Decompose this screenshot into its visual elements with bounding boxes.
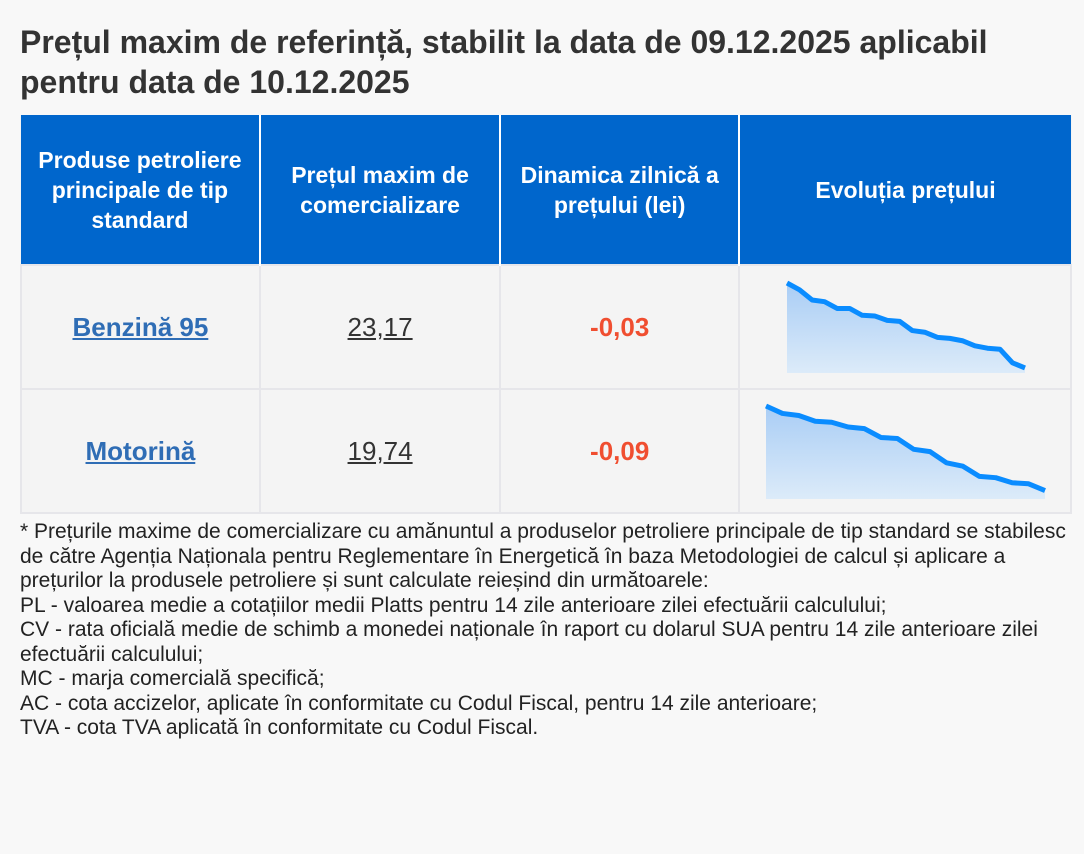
footnote-pl: PL - valoarea medie a cotațiilor medii P… <box>20 593 887 617</box>
sparkline-chart <box>764 403 1046 499</box>
sparkline-line <box>785 280 1026 371</box>
table-row: Motorină 19,74 -0,09 <box>20 388 1072 514</box>
footnote-cv: CV - rata oficială medie de schimb a mon… <box>20 618 1038 666</box>
sparkline-line <box>764 403 1046 493</box>
table-row: Benzină 95 23,17 -0,03 <box>20 264 1072 390</box>
footnote-mc: MC - marja comercială specifică; <box>20 667 325 690</box>
table-header-row: Produse petroliere principale de tip sta… <box>21 115 1071 265</box>
footnote-tva: TVA - cota TVA aplicată în conformitate … <box>20 716 539 739</box>
price-value[interactable]: 23,17 <box>347 311 413 342</box>
price-value[interactable]: 19,74 <box>347 435 413 466</box>
header-dynamics: Dinamica zilnică a prețului (lei) <box>500 115 740 265</box>
footnotes: * Prețurile maxime de comercializare cu … <box>20 520 1070 741</box>
prices-table: Produse petroliere principale de tip sta… <box>20 115 1072 514</box>
price-delta: -0,03 <box>499 264 740 390</box>
product-link-motorina[interactable]: Motorină <box>85 435 196 466</box>
header-product: Produse petroliere principale de tip sta… <box>21 115 261 265</box>
product-link-benzina[interactable]: Benzină 95 <box>72 311 209 342</box>
footnote-ac: AC - cota accizelor, aplicate în conform… <box>20 691 818 715</box>
footnote-intro: * Prețurile maxime de comercializare cu … <box>20 520 1066 592</box>
sparkline-chart <box>785 280 1026 373</box>
header-evolution: Evoluția prețului <box>739 115 1071 265</box>
header-price: Prețul maxim de comercializare <box>259 115 502 265</box>
price-delta: -0,09 <box>499 388 740 514</box>
page-title: Prețul maxim de referință, stabilit la d… <box>20 24 988 100</box>
